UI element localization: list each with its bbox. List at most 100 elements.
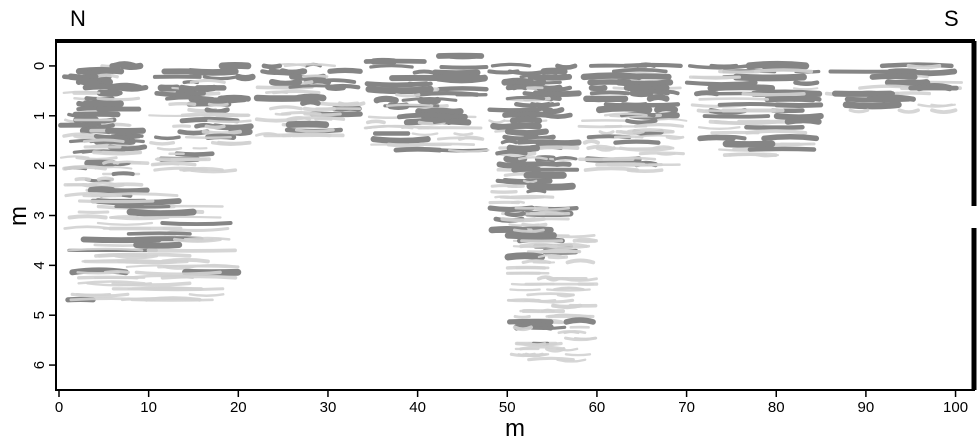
reflector-segment <box>134 270 222 276</box>
reflector-segment <box>698 97 770 101</box>
reflector-segment <box>189 168 238 174</box>
reflector-segment <box>608 113 662 118</box>
reflector-segment <box>519 309 541 313</box>
x-tick-label: 50 <box>499 399 516 416</box>
reflector-segment <box>527 74 569 81</box>
reflector-segment <box>235 73 256 82</box>
reflector-segment <box>490 62 532 68</box>
reflector-segment <box>509 116 543 124</box>
reflector-segment <box>563 317 596 325</box>
reflector-segment <box>189 78 226 84</box>
reflector-segment <box>564 353 592 357</box>
reflector-segment <box>626 168 664 173</box>
x-tick-label: 40 <box>409 399 426 416</box>
reflector-segment <box>201 129 242 136</box>
reflector-segment <box>448 149 490 153</box>
reflector-segment <box>149 141 176 146</box>
reflector-segment <box>168 101 197 106</box>
reflector-segment <box>598 130 615 136</box>
reflector-segment <box>848 108 870 114</box>
reflector-segment <box>622 62 683 68</box>
reflector-segment <box>546 288 591 292</box>
reflector-segment <box>67 214 108 220</box>
reflector-segment <box>70 292 130 298</box>
reflector-segment <box>604 146 661 150</box>
reflector-segment <box>518 156 548 161</box>
reflector-segment <box>204 124 226 130</box>
reflector-segment <box>294 128 335 133</box>
reflector-layer <box>58 52 963 363</box>
reflector-segment <box>717 101 783 107</box>
reflector-segment <box>96 221 154 226</box>
reflector-segment <box>188 293 225 298</box>
reflector-segment <box>135 215 222 219</box>
reflector-segment <box>156 146 183 151</box>
y-tick-label: 2 <box>31 161 48 169</box>
y-tick-label: 5 <box>31 311 48 319</box>
reflector-segment <box>79 68 102 76</box>
reflector-segment <box>447 53 478 60</box>
reflector-segment <box>893 91 931 96</box>
reflector-segment <box>133 241 183 249</box>
reflector-segment <box>268 68 308 76</box>
reflector-segment <box>67 112 85 118</box>
reflector-segment <box>722 140 776 148</box>
reflector-segment <box>527 356 575 362</box>
reflector-segment <box>154 158 195 162</box>
reflector-segment <box>63 225 112 230</box>
x-tick-label: 10 <box>140 399 157 416</box>
reflector-segment <box>254 117 298 123</box>
reflector-segment <box>521 222 548 228</box>
reflector-segment <box>582 139 600 145</box>
reflector-segment <box>512 245 554 248</box>
reflector-segment <box>589 90 631 96</box>
reflector-segment <box>545 347 566 353</box>
reflector-segment <box>94 252 148 258</box>
reflector-segment <box>505 95 546 101</box>
reflector-segment <box>513 322 554 331</box>
x-tick-label: 90 <box>858 399 875 416</box>
reflector-segment <box>523 134 556 141</box>
reflector-segment <box>418 143 453 147</box>
reflector-segment <box>253 94 310 102</box>
reflector-segment <box>184 236 231 241</box>
reflector-segment <box>930 103 956 107</box>
direction-label-south: S <box>944 6 959 31</box>
reflector-segment <box>620 102 681 108</box>
reflector-segment <box>204 107 230 115</box>
reflector-segment <box>529 102 555 108</box>
reflector-segment <box>512 80 562 85</box>
reflector-segment <box>512 228 545 233</box>
reflector-segment <box>396 112 455 120</box>
reflector-segment <box>504 252 546 261</box>
reflector-segment <box>654 105 679 113</box>
reflector-segment <box>522 179 538 184</box>
reflector-segment <box>385 103 434 107</box>
reflector-segment <box>714 120 781 126</box>
reflector-segment <box>564 336 597 342</box>
reflector-segment <box>638 151 685 156</box>
reflector-segment <box>457 135 485 141</box>
reflector-segment <box>747 146 817 152</box>
reflector-segment <box>300 98 321 106</box>
reflector-segment <box>510 200 525 204</box>
reflector-segment <box>173 237 222 243</box>
reflector-segment <box>62 90 101 94</box>
reflector-segment <box>551 242 589 248</box>
reflector-segment <box>113 254 159 260</box>
reflector-segment <box>401 96 458 102</box>
reflector-segment <box>506 298 540 303</box>
reflector-segment <box>93 133 142 140</box>
reflector-segment <box>76 80 102 86</box>
reflector-segment <box>496 161 527 169</box>
y-tick-label: 1 <box>31 112 48 120</box>
direction-label-north: N <box>70 6 86 31</box>
reflector-segment <box>62 74 99 80</box>
reflector-segment <box>565 258 596 265</box>
reflector-segment <box>511 166 542 173</box>
reflector-segment <box>488 119 506 124</box>
reflector-segment <box>417 96 441 106</box>
x-tick-label: 0 <box>55 399 63 416</box>
reflector-segment <box>707 84 776 92</box>
